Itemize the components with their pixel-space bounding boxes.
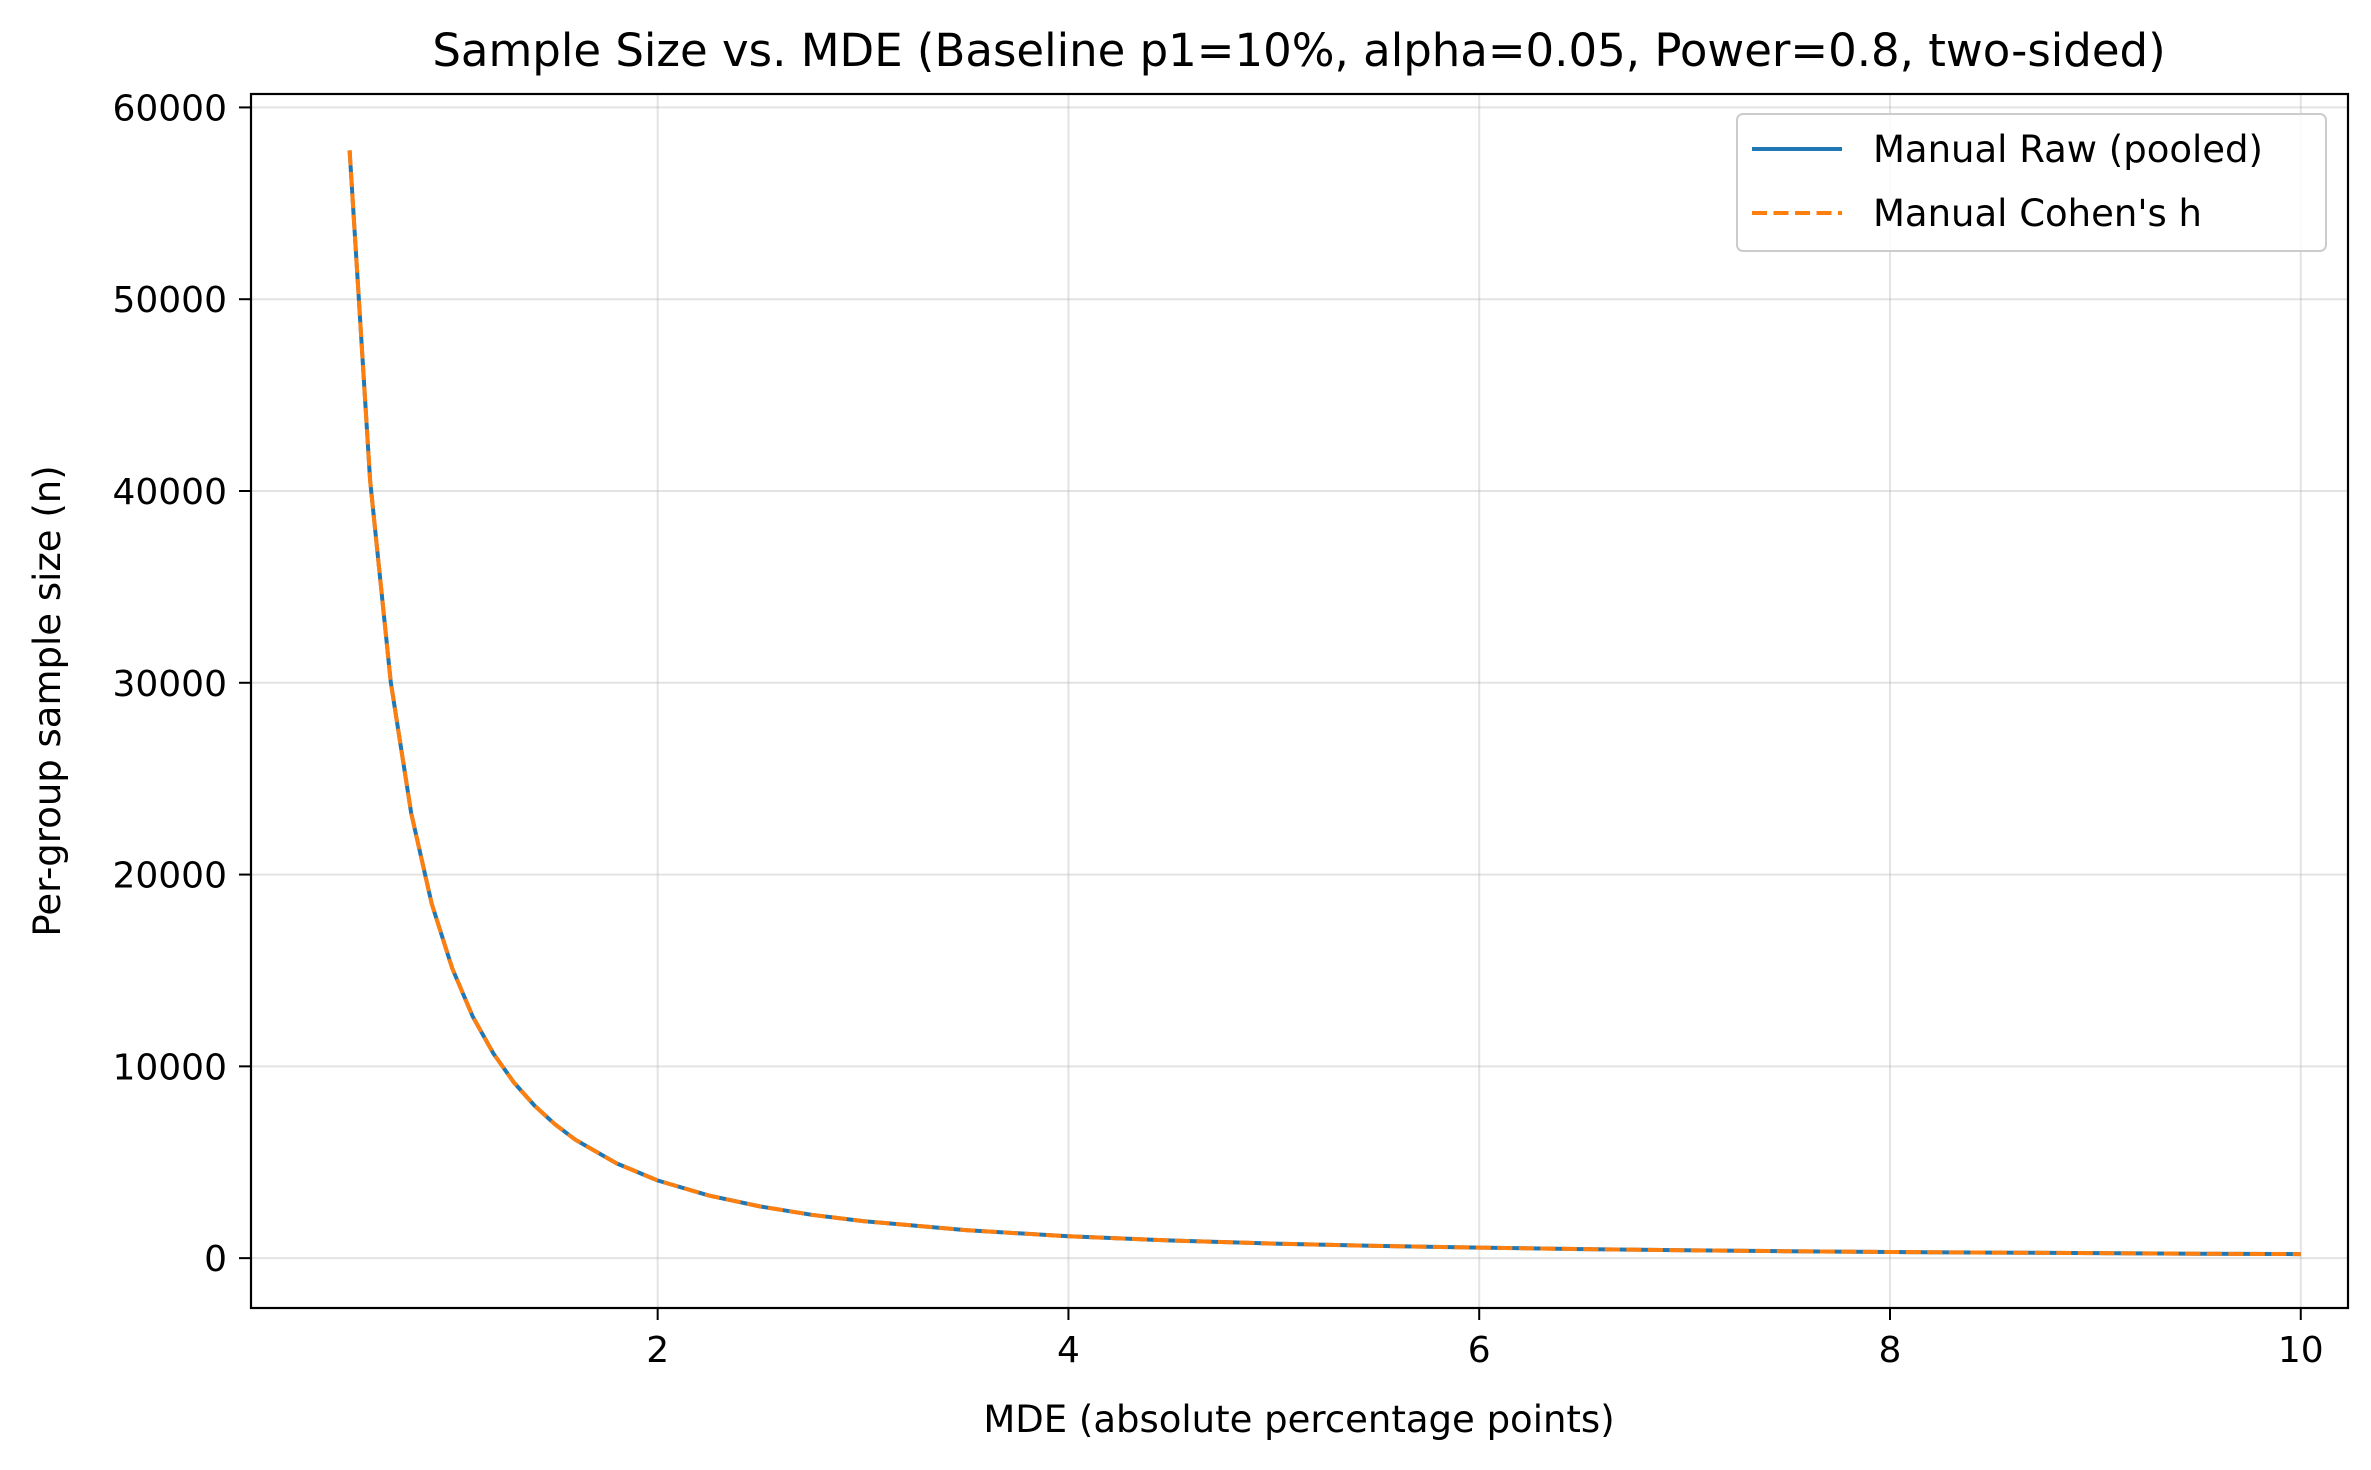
x-tick-label: 6 <box>1468 1330 1491 1371</box>
y-tick-label: 30000 <box>112 664 227 705</box>
y-tick-label: 10000 <box>112 1047 227 1088</box>
x-tick-label: 8 <box>1879 1330 1902 1371</box>
y-tick-label: 40000 <box>112 472 227 513</box>
legend-label-raw: Manual Raw (pooled) <box>1873 128 2263 171</box>
legend-label-cohens-h: Manual Cohen's h <box>1873 192 2202 235</box>
y-axis-label: Per-group sample size (n) <box>26 465 69 936</box>
x-tick-label: 2 <box>646 1330 669 1371</box>
series-line-cohens-h <box>347 150 2301 1257</box>
chart-title: Sample Size vs. MDE (Baseline p1=10%, al… <box>432 24 2165 77</box>
y-tick-label: 50000 <box>112 280 227 321</box>
y-tick-label: 20000 <box>112 856 227 897</box>
grid-lines <box>251 94 2348 1308</box>
plot-frame <box>249 92 2350 1310</box>
x-tick-label: 10 <box>2278 1330 2324 1371</box>
axis-ticks: 2 4 6 8 10 0 10000 20000 30000 40000 50000 60000 <box>112 88 2323 1371</box>
legend-box <box>1736 113 2327 252</box>
x-axis-label: MDE (absolute percentage points) <box>983 1398 1614 1441</box>
y-tick-label: 60000 <box>112 88 227 129</box>
y-tick-label: 0 <box>204 1239 227 1280</box>
legend: Manual Raw (pooled) Manual Cohen's h <box>1736 113 2327 252</box>
x-tick-label: 4 <box>1057 1330 1080 1371</box>
series-lines <box>347 150 2301 1257</box>
